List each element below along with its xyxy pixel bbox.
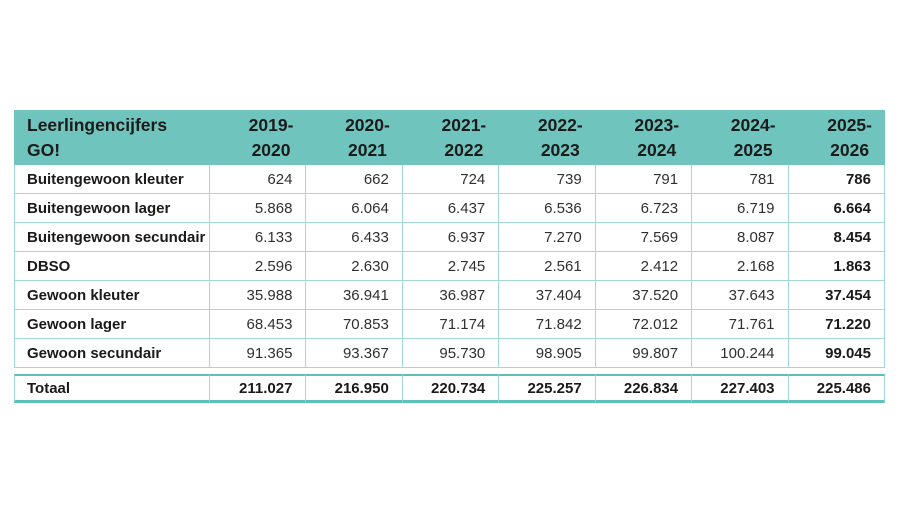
cell-value: 8.087 bbox=[692, 223, 789, 252]
header-row: Leerlingencijfers GO! 2019- 2020 2020- 202… bbox=[14, 110, 885, 165]
cell-value: 2.745 bbox=[402, 252, 500, 281]
table-title-line1: Leerlingencijfers bbox=[27, 114, 168, 135]
cell-value: 2.168 bbox=[692, 252, 789, 281]
row-label: Buitengewoon lager bbox=[14, 194, 210, 223]
cell-value: 781 bbox=[692, 165, 789, 194]
cell-value: 662 bbox=[306, 165, 403, 194]
table-title: Leerlingencijfers GO! bbox=[14, 110, 210, 165]
cell-value: 2.630 bbox=[306, 252, 403, 281]
cell-value: 786 bbox=[788, 165, 885, 194]
table-row-gewoon-kleuter: Gewoon kleuter 35.988 36.941 36.987 37.4… bbox=[14, 281, 885, 310]
total-value: 225.257 bbox=[499, 374, 596, 403]
row-label: Gewoon lager bbox=[14, 310, 210, 339]
table-row-gewoon-lager: Gewoon lager 68.453 70.853 71.174 71.842… bbox=[14, 310, 885, 339]
leerlingencijfers-table: Leerlingencijfers GO! 2019- 2020 2020- 202… bbox=[14, 110, 885, 403]
total-value: 220.734 bbox=[402, 374, 500, 403]
cell-value: 6.664 bbox=[788, 194, 885, 223]
cell-value: 6.723 bbox=[595, 194, 693, 223]
cell-value: 2.412 bbox=[595, 252, 693, 281]
student-numbers-table: Leerlingencijfers GO! 2019- 2020 2020- 202… bbox=[14, 110, 885, 403]
cell-value: 6.719 bbox=[692, 194, 789, 223]
cell-value: 72.012 bbox=[595, 310, 693, 339]
cell-value: 98.905 bbox=[499, 339, 596, 368]
cell-value: 36.987 bbox=[402, 281, 500, 310]
row-label: Gewoon kleuter bbox=[14, 281, 210, 310]
row-label: Buitengewoon kleuter bbox=[14, 165, 210, 194]
cell-value: 624 bbox=[210, 165, 307, 194]
cell-value: 6.536 bbox=[499, 194, 596, 223]
cell-value: 35.988 bbox=[210, 281, 307, 310]
cell-value: 71.174 bbox=[402, 310, 500, 339]
cell-value: 6.133 bbox=[210, 223, 307, 252]
cell-value: 91.365 bbox=[210, 339, 307, 368]
cell-value: 70.853 bbox=[306, 310, 403, 339]
cell-value: 791 bbox=[595, 165, 693, 194]
column-header-2019-2020: 2019- 2020 bbox=[210, 110, 307, 165]
total-label: Totaal bbox=[14, 374, 210, 403]
cell-value: 6.937 bbox=[402, 223, 500, 252]
total-separator-gap bbox=[14, 368, 885, 374]
cell-value: 6.433 bbox=[306, 223, 403, 252]
cell-value: 95.730 bbox=[402, 339, 500, 368]
cell-value: 724 bbox=[402, 165, 500, 194]
cell-value: 99.045 bbox=[788, 339, 885, 368]
cell-value: 93.367 bbox=[306, 339, 403, 368]
cell-value: 739 bbox=[499, 165, 596, 194]
cell-value: 71.842 bbox=[499, 310, 596, 339]
cell-value: 71.220 bbox=[788, 310, 885, 339]
total-value: 216.950 bbox=[306, 374, 403, 403]
total-value: 211.027 bbox=[210, 374, 307, 403]
total-value: 226.834 bbox=[595, 374, 693, 403]
total-value: 225.486 bbox=[788, 374, 885, 403]
column-header-2022-2023: 2022- 2023 bbox=[499, 110, 596, 165]
column-header-2025-2026: 2025- 2026 bbox=[788, 110, 885, 165]
cell-value: 1.863 bbox=[788, 252, 885, 281]
row-label: Buitengewoon secundair bbox=[14, 223, 210, 252]
column-header-2021-2022: 2021- 2022 bbox=[402, 110, 500, 165]
table-row-gewoon-secundair: Gewoon secundair 91.365 93.367 95.730 98… bbox=[14, 339, 885, 368]
column-header-2020-2021: 2020- 2021 bbox=[306, 110, 403, 165]
table-row-buitengewoon-lager: Buitengewoon lager 5.868 6.064 6.437 6.5… bbox=[14, 194, 885, 223]
cell-value: 6.064 bbox=[306, 194, 403, 223]
cell-value: 37.643 bbox=[692, 281, 789, 310]
cell-value: 36.941 bbox=[306, 281, 403, 310]
total-row: Totaal 211.027 216.950 220.734 225.257 2… bbox=[14, 374, 885, 403]
cell-value: 68.453 bbox=[210, 310, 307, 339]
row-label: DBSO bbox=[14, 252, 210, 281]
table-row-buitengewoon-kleuter: Buitengewoon kleuter 624 662 724 739 791… bbox=[14, 165, 885, 194]
table-row-dbso: DBSO 2.596 2.630 2.745 2.561 2.412 2.168… bbox=[14, 252, 885, 281]
table-title-line2: GO! bbox=[27, 139, 61, 160]
cell-value: 37.454 bbox=[788, 281, 885, 310]
cell-value: 7.270 bbox=[499, 223, 596, 252]
total-value: 227.403 bbox=[692, 374, 789, 403]
table-row-buitengewoon-secundair: Buitengewoon secundair 6.133 6.433 6.937… bbox=[14, 223, 885, 252]
cell-value: 8.454 bbox=[788, 223, 885, 252]
cell-value: 6.437 bbox=[402, 194, 500, 223]
column-header-2024-2025: 2024- 2025 bbox=[692, 110, 789, 165]
cell-value: 2.561 bbox=[499, 252, 596, 281]
cell-value: 71.761 bbox=[692, 310, 789, 339]
cell-value: 7.569 bbox=[595, 223, 693, 252]
cell-value: 5.868 bbox=[210, 194, 307, 223]
cell-value: 37.520 bbox=[595, 281, 693, 310]
cell-value: 2.596 bbox=[210, 252, 307, 281]
column-header-2023-2024: 2023- 2024 bbox=[595, 110, 693, 165]
cell-value: 37.404 bbox=[499, 281, 596, 310]
cell-value: 100.244 bbox=[692, 339, 789, 368]
cell-value: 99.807 bbox=[595, 339, 693, 368]
row-label: Gewoon secundair bbox=[14, 339, 210, 368]
